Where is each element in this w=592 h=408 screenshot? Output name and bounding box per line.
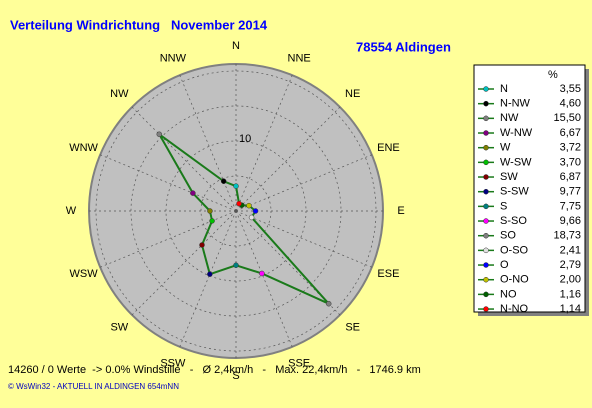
point — [259, 270, 265, 277]
legend-label: W-SW — [500, 156, 532, 168]
legend-marker — [483, 100, 489, 107]
legend — [473, 64, 586, 313]
direction-label: SW — [110, 322, 128, 334]
legend-value: 6,87 — [560, 171, 581, 183]
legend-label: S-SW — [500, 186, 529, 198]
footer: 14260 / 0 Werte -> 0.0% Windstille - Ø 2… — [8, 364, 421, 376]
legend-marker — [483, 144, 489, 151]
legend-value: 6,67 — [560, 127, 581, 139]
legend-value: 9,77 — [560, 186, 581, 198]
legend-value: 7,75 — [560, 200, 581, 212]
legend-label: SO — [500, 230, 516, 242]
legend-marker — [483, 291, 489, 298]
legend-label: S — [500, 200, 507, 212]
legend-marker — [483, 159, 489, 166]
legend-label: W — [500, 142, 511, 154]
direction-label: N — [232, 40, 240, 52]
legend-label: N-NW — [500, 98, 531, 110]
legend-marker — [483, 203, 489, 210]
point — [233, 183, 239, 189]
point — [207, 271, 213, 277]
direction-label: NE — [345, 88, 360, 100]
legend-marker — [483, 188, 489, 195]
chart-subtitle: 78554 Aldingen — [356, 39, 451, 54]
point — [246, 202, 252, 209]
legend-label: N — [500, 83, 508, 95]
legend-value: 3,72 — [560, 142, 581, 154]
legend-label: O-SO — [500, 244, 529, 256]
direction-label: ENE — [377, 142, 400, 154]
legend-value: 15,50 — [553, 112, 581, 124]
legend-marker — [483, 262, 489, 268]
direction-label: NNE — [288, 52, 311, 64]
legend-marker — [483, 232, 489, 239]
legend-marker — [483, 306, 489, 312]
point — [156, 131, 163, 138]
point — [199, 242, 205, 248]
legend-value: 2,79 — [560, 259, 581, 271]
direction-label: WSW — [70, 268, 99, 280]
legend-label: O — [500, 259, 509, 271]
point — [233, 262, 239, 268]
legend-value: 4,60 — [560, 98, 581, 110]
legend-value: 3,70 — [560, 156, 581, 168]
legend-label: NW — [500, 112, 519, 124]
legend-label: NO — [500, 288, 517, 300]
direction-label: ESE — [377, 268, 399, 280]
direction-label: SE — [345, 322, 360, 334]
direction-label: E — [397, 205, 404, 217]
direction-label: NNW — [160, 52, 187, 64]
r-tick-label: 10 — [239, 133, 251, 145]
legend-header: % — [548, 69, 558, 81]
direction-label: WNW — [69, 142, 98, 154]
legend-label: O-NO — [500, 274, 529, 286]
point — [236, 200, 242, 207]
direction-label: W — [66, 205, 77, 217]
grid-ring-minor — [130, 105, 342, 317]
point — [248, 214, 255, 221]
legend-label: SW — [500, 171, 518, 183]
legend-marker — [483, 86, 489, 92]
legend-marker — [483, 130, 489, 136]
legend-value: 9,66 — [560, 215, 581, 227]
direction-label: SSW — [160, 357, 186, 369]
point — [190, 190, 196, 196]
legend-label: W-NW — [500, 127, 533, 139]
legend-value: 1,14 — [560, 303, 581, 315]
legend-label: S-SO — [500, 215, 527, 227]
point — [207, 208, 213, 214]
legend-value: 1,16 — [560, 288, 581, 300]
legend-value: 2,00 — [560, 274, 581, 286]
grid-ring-minor — [95, 70, 377, 352]
direction-label: NW — [110, 88, 129, 100]
legend-marker — [483, 247, 489, 254]
point — [252, 208, 259, 214]
legend-marker — [483, 218, 489, 224]
grid-ring — [165, 140, 307, 282]
legend-value: 2,41 — [560, 244, 581, 256]
legend-marker — [483, 115, 489, 122]
point — [220, 178, 227, 185]
legend-value: 3,55 — [560, 83, 581, 95]
direction-label: S — [232, 370, 239, 382]
chart-title: Verteilung Windrichtung November 2014 — [10, 17, 268, 32]
legend-label: N-NO — [500, 303, 529, 315]
direction-label: SSE — [288, 357, 310, 369]
legend-marker — [483, 174, 489, 180]
credit: © WsWin32 - AKTUELL IN ALDINGEN 654mNN — [8, 382, 179, 391]
legend-value: 18,73 — [553, 230, 581, 242]
point — [325, 300, 332, 307]
point — [209, 218, 215, 224]
grid-ring-minor — [200, 175, 272, 247]
legend-marker — [483, 276, 489, 283]
